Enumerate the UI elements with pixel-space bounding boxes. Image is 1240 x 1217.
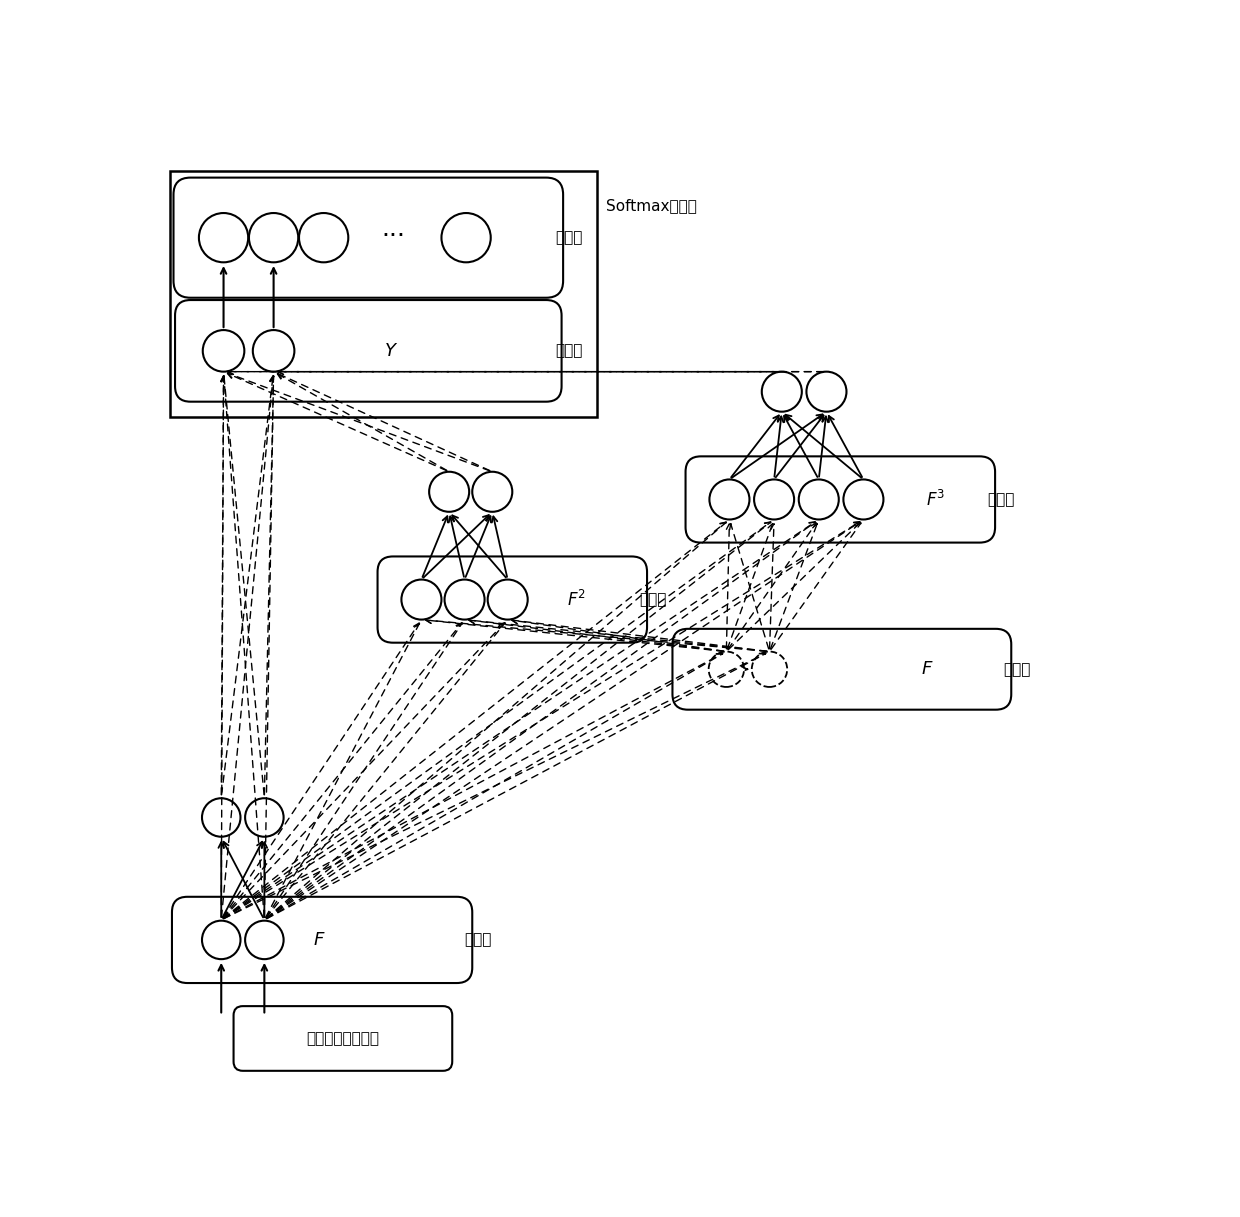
Circle shape [754, 479, 794, 520]
FancyBboxPatch shape [174, 178, 563, 298]
Circle shape [203, 330, 244, 371]
Circle shape [444, 579, 485, 619]
Text: 隐蓏层: 隐蓏层 [640, 591, 667, 607]
Circle shape [843, 479, 883, 520]
Text: F: F [921, 661, 931, 678]
Circle shape [253, 330, 294, 371]
Circle shape [709, 479, 749, 520]
Text: Softmax分类器: Softmax分类器 [606, 198, 697, 213]
FancyBboxPatch shape [377, 556, 647, 643]
Circle shape [246, 798, 284, 837]
Text: 隐蓏层: 隐蓏层 [987, 492, 1014, 507]
Circle shape [751, 651, 787, 686]
Text: 隐蓏层: 隐蓏层 [1003, 662, 1030, 677]
Circle shape [402, 579, 441, 619]
Circle shape [249, 213, 299, 263]
Text: $F^3$: $F^3$ [926, 489, 945, 510]
Text: 隐蓏层: 隐蓏层 [465, 932, 492, 947]
Circle shape [202, 920, 241, 959]
Text: $F^2$: $F^2$ [567, 589, 585, 610]
FancyBboxPatch shape [233, 1006, 453, 1071]
FancyBboxPatch shape [686, 456, 994, 543]
FancyBboxPatch shape [175, 301, 562, 402]
Circle shape [799, 479, 838, 520]
Circle shape [487, 579, 528, 619]
Circle shape [202, 798, 241, 837]
Circle shape [441, 213, 491, 263]
Bar [170, 170, 596, 417]
Circle shape [198, 213, 248, 263]
Text: 隐蓏层: 隐蓏层 [556, 343, 583, 358]
Text: ···: ··· [381, 224, 405, 248]
Text: Y: Y [386, 342, 396, 360]
Text: 功能连接聚合矩阵: 功能连接聚合矩阵 [306, 1031, 379, 1045]
Circle shape [761, 371, 802, 411]
Circle shape [708, 651, 744, 686]
Text: F: F [312, 931, 324, 949]
FancyBboxPatch shape [172, 897, 472, 983]
FancyBboxPatch shape [672, 629, 1012, 710]
Circle shape [429, 472, 469, 512]
Circle shape [472, 472, 512, 512]
Text: 标签集: 标签集 [556, 230, 583, 245]
Circle shape [299, 213, 348, 263]
Circle shape [246, 920, 284, 959]
Circle shape [806, 371, 847, 411]
